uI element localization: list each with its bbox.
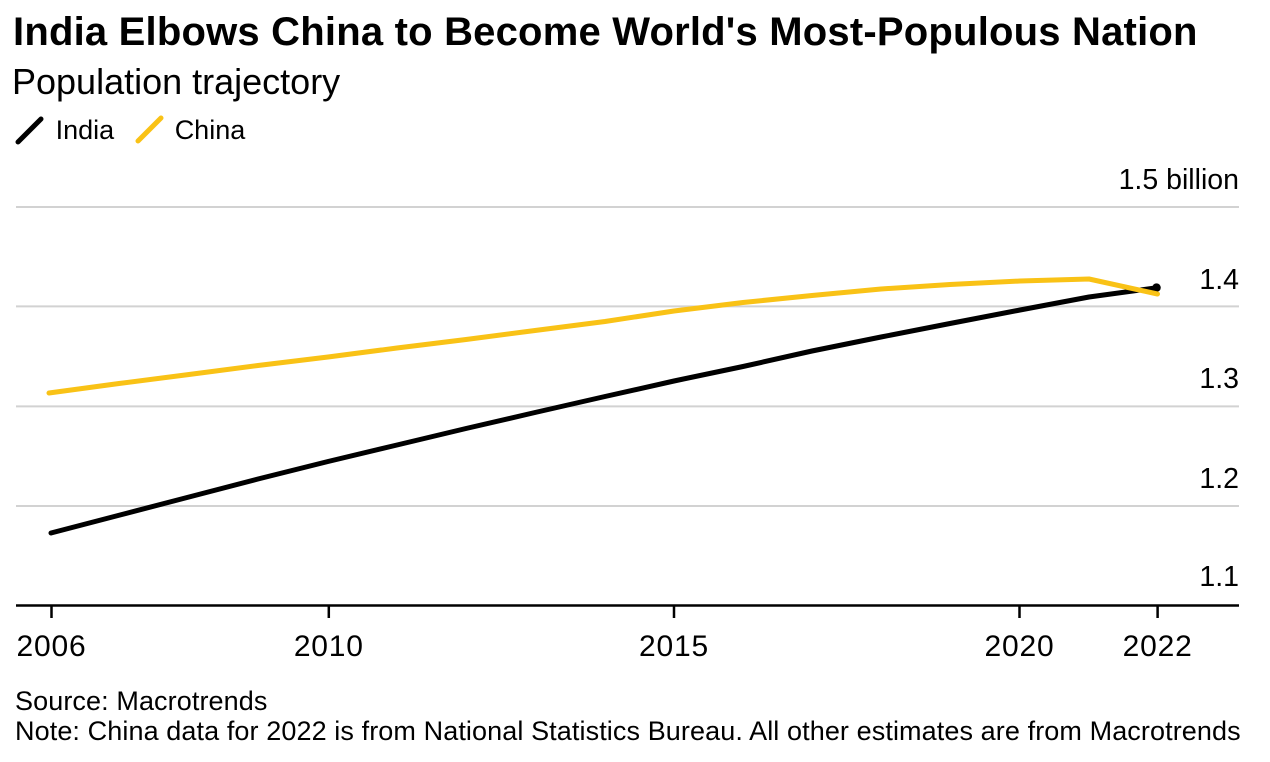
svg-text:1.3: 1.3 <box>1199 363 1239 395</box>
svg-text:2020: 2020 <box>985 630 1055 663</box>
svg-text:1.1: 1.1 <box>1199 561 1239 593</box>
svg-text:1.5 billion: 1.5 billion <box>1119 164 1239 196</box>
svg-text:1.4: 1.4 <box>1199 264 1239 296</box>
svg-text:Source: Macrotrends: Source: Macrotrends <box>15 686 268 716</box>
svg-text:Population trajectory: Population trajectory <box>12 61 340 102</box>
svg-text:2006: 2006 <box>17 630 87 663</box>
svg-text:China: China <box>175 115 247 145</box>
svg-text:India: India <box>56 115 116 145</box>
svg-text:2010: 2010 <box>294 630 364 663</box>
svg-text:2015: 2015 <box>639 630 709 663</box>
svg-text:1.2: 1.2 <box>1199 463 1239 495</box>
svg-text:Note: China data for 2022 is f: Note: China data for 2022 is from Nation… <box>15 716 1241 746</box>
svg-text:India Elbows China to Become W: India Elbows China to Become World's Mos… <box>13 10 1198 54</box>
svg-text:2022: 2022 <box>1123 630 1193 663</box>
